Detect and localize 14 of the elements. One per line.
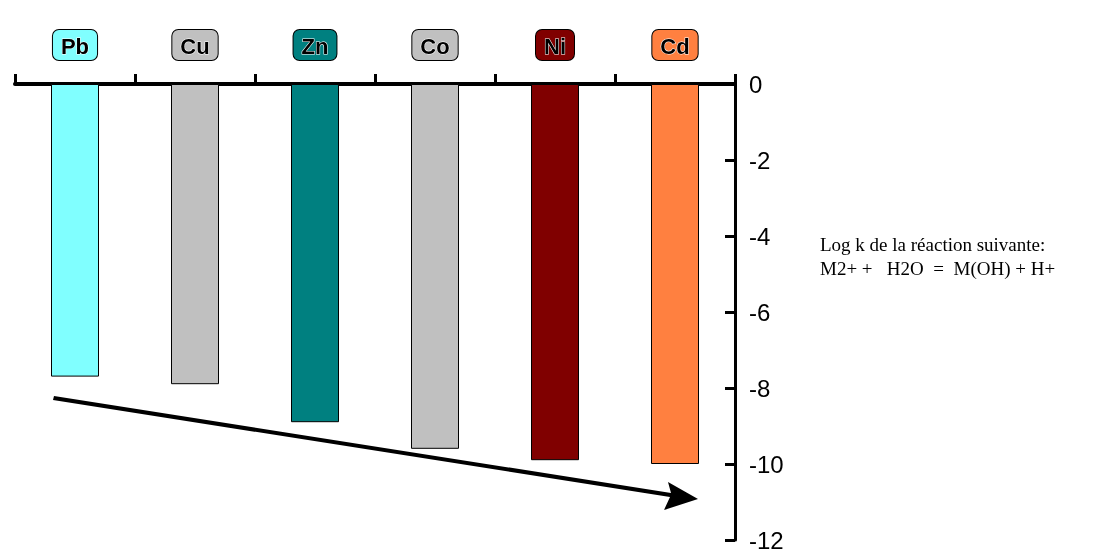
x-tick-label: Pb [60,33,90,59]
x-tick-label: Co [420,33,450,59]
x-tick-label: Cd [660,33,690,59]
y-tick-label: -12 [749,526,784,553]
y-tick-label: -6 [749,298,771,326]
x-tick-label: Ni [544,33,566,59]
y-tick-label: 0 [749,70,763,98]
x-tick-label: Cu [180,33,210,59]
text: Log k de la réaction suivante: M2+ + H2O = M(OH) + H+ [820,233,1056,280]
y-tick-label: -4 [749,222,771,250]
y-tick-label: -8 [749,374,771,402]
y-tick-label: -2 [749,146,771,174]
y-tick-label: -10 [749,450,784,478]
x-tick-label: Zn [301,33,329,59]
